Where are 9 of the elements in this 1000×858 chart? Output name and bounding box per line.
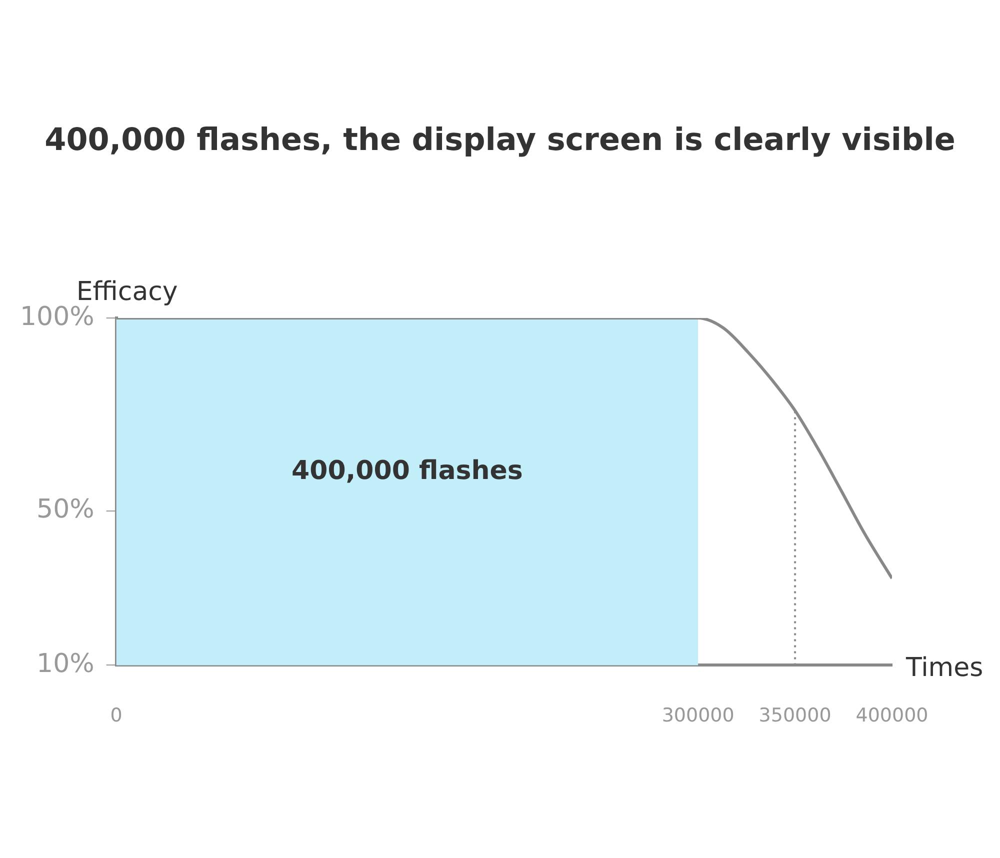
- x-tick-label: 400000: [856, 704, 928, 727]
- x-tick-label: 300000: [662, 704, 734, 727]
- x-tick-label: 350000: [758, 704, 832, 727]
- band-label: 400,000 flashes: [292, 456, 523, 486]
- x-tick-label: 0: [110, 704, 122, 727]
- y-tick-label: 50%: [36, 494, 94, 525]
- chart-title: 400,000 flashes, the display screen is clearly visible: [44, 122, 956, 158]
- x-axis-title: Times: [905, 652, 984, 683]
- y-tick-label: 10%: [36, 648, 94, 679]
